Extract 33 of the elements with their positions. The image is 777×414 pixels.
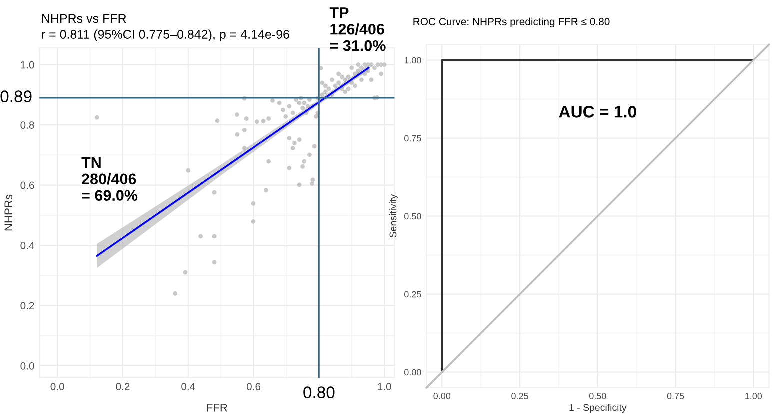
y-tick-label: 1.0	[21, 61, 34, 69]
x-axis-title: FFR	[207, 404, 228, 412]
chart-title: ROC Curve: NHPRs predicting FFR ≤ 0.80	[414, 18, 610, 28]
annotation: TN 280/406 = 69.0%	[82, 157, 138, 202]
x-tick-label: 0.00	[434, 393, 451, 400]
x-tick-label: 0.0	[50, 383, 64, 390]
y-tick-label: 0.75	[404, 135, 422, 142]
annotation: AUC = 1.0	[559, 106, 636, 118]
x-tick-label: 1.00	[746, 393, 762, 400]
chart-title: NHPRs vs FFR	[42, 14, 126, 24]
x-tick-label: 0.50	[589, 393, 606, 400]
x-tick-label: 0.4	[182, 383, 196, 390]
y-axis-title: Sensitivity	[390, 194, 399, 238]
y-tick-label: 0.8	[20, 122, 34, 129]
y-tick-label: 0.00	[404, 369, 422, 376]
y-tick-label: 0.25	[404, 291, 422, 298]
y-axis-title: NHPRs	[4, 194, 13, 231]
ref-line-label: 0.80	[304, 386, 335, 398]
y-tick-label: 1.00	[404, 57, 422, 64]
chart-subtitle: r = 0.811 (95%CI 0.775–0.842), p = 4.14e-96	[42, 30, 290, 42]
y-tick-label: 0.4	[20, 242, 34, 250]
x-tick-label: 0.6	[246, 383, 261, 390]
y-tick-label: 0.50	[404, 213, 422, 220]
x-axis-title: 1 - Specificity	[570, 404, 627, 414]
y-tick-label: 0.0	[20, 362, 34, 370]
annotation: TP 126/406 = 31.0%	[330, 8, 386, 52]
x-tick-label: 1.0	[378, 383, 392, 390]
ref-line-label: 0.89	[0, 90, 32, 102]
x-tick-label: 0.25	[512, 393, 528, 400]
y-tick-label: 0.2	[20, 302, 34, 310]
x-tick-label: 0.2	[116, 383, 130, 390]
x-tick-label: 0.75	[667, 393, 684, 400]
y-tick-label: 0.6	[20, 182, 34, 190]
